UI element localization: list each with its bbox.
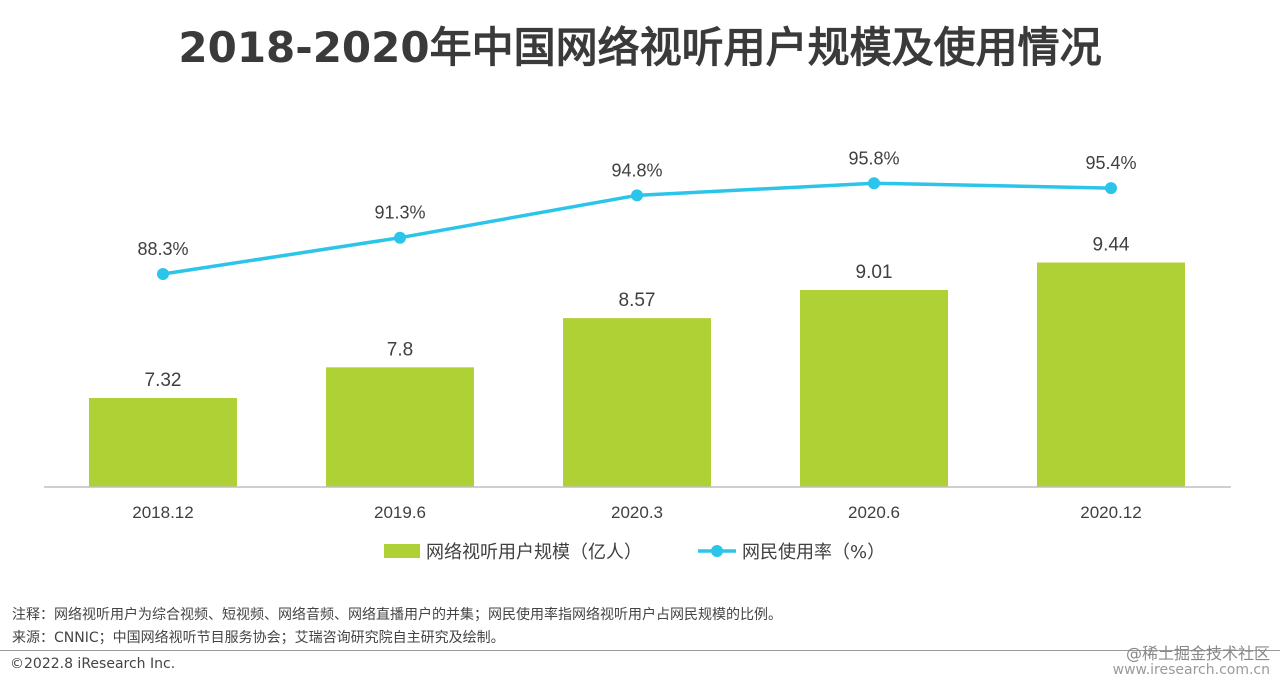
chart-note: 注释：网络视听用户为综合视频、短视频、网络音频、网络直播用户的并集；网民使用率指…: [12, 607, 782, 623]
bar: [89, 398, 237, 487]
x-tick-label: 2020.12: [1080, 503, 1141, 522]
legend-label-users: 网络视听用户规模（亿人）: [426, 542, 642, 563]
line-value-label: 95.8%: [848, 148, 899, 168]
line-value-label: 91.3%: [374, 203, 425, 223]
bar-value-label: 9.44: [1093, 235, 1130, 256]
watermark-text: @稀土掘金技术社区: [1125, 644, 1270, 663]
watermark: @稀土掘金技术社区 www.iresearch.com.cn: [1112, 644, 1270, 679]
footer-divider: [0, 650, 1280, 651]
bar-value-label: 8.57: [619, 290, 656, 311]
line-point: [394, 231, 406, 244]
line-point: [868, 177, 880, 190]
bar: [800, 290, 948, 487]
bar: [563, 318, 711, 487]
line-point: [157, 268, 169, 280]
x-tick-label: 2018.12: [132, 503, 193, 522]
line-point: [631, 189, 643, 202]
chart-area: 7.32 7.8 8.57 9.01 9.44 2018.12 2019.6 2020.3 2…: [44, 148, 1231, 563]
line-value-label: 94.8%: [611, 160, 662, 180]
bar-value-label: 9.01: [856, 262, 893, 283]
x-tick-label: 2020.6: [848, 503, 900, 522]
chart-title: 2018-2020年中国网络视听用户规模及使用情况: [178, 23, 1102, 72]
chart-source: 来源：CNNIC；中国网络视听节目服务协会；艾瑞咨询研究院自主研究及绘制。: [12, 630, 505, 646]
legend-swatch-users: [384, 544, 420, 558]
line-value-label: 95.4%: [1085, 153, 1136, 173]
line-point: [1105, 182, 1117, 195]
x-tick-label: 2019.6: [374, 503, 426, 522]
legend-label-rate: 网民使用率（%）: [742, 542, 885, 563]
copyright: ©2022.8 iResearch Inc.: [10, 656, 176, 672]
bar-value-label: 7.8: [387, 339, 413, 360]
bar: [326, 367, 474, 487]
line-value-label: 88.3%: [137, 239, 188, 259]
site-url: www.iresearch.com.cn: [1112, 662, 1270, 678]
legend-marker-rate: [711, 545, 723, 557]
x-tick-label: 2020.3: [611, 503, 663, 522]
bar: [1037, 262, 1185, 487]
bar-value-label: 7.32: [145, 370, 182, 391]
